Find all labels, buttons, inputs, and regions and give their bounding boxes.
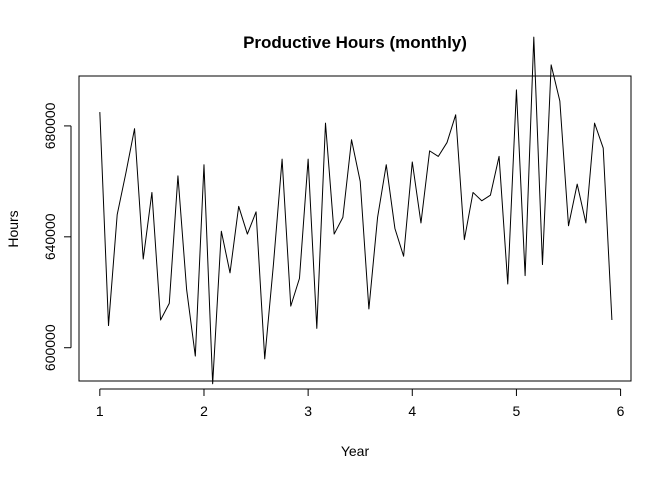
- x-tick-label: 4: [408, 403, 416, 419]
- x-tick-label: 2: [200, 403, 208, 419]
- y-tick-label: 680000: [42, 102, 58, 149]
- y-axis: 600000 640000 680000: [42, 102, 72, 371]
- x-tick-label: 6: [617, 403, 625, 419]
- series-group: [99, 36, 613, 385]
- x-tick-label: 3: [304, 403, 312, 419]
- y-axis-label: Hours: [5, 210, 21, 247]
- chart-title: Productive Hours (monthly): [243, 33, 467, 52]
- y-tick-label: 640000: [42, 213, 58, 260]
- x-tick-label: 1: [96, 403, 104, 419]
- series-line: [99, 36, 613, 385]
- y-tick-label: 600000: [42, 324, 58, 371]
- plot-frame: [78, 75, 632, 382]
- x-axis-label: Year: [341, 443, 370, 459]
- x-axis: 1 2 3 4 5 6: [96, 388, 625, 419]
- x-tick-label: 5: [513, 403, 521, 419]
